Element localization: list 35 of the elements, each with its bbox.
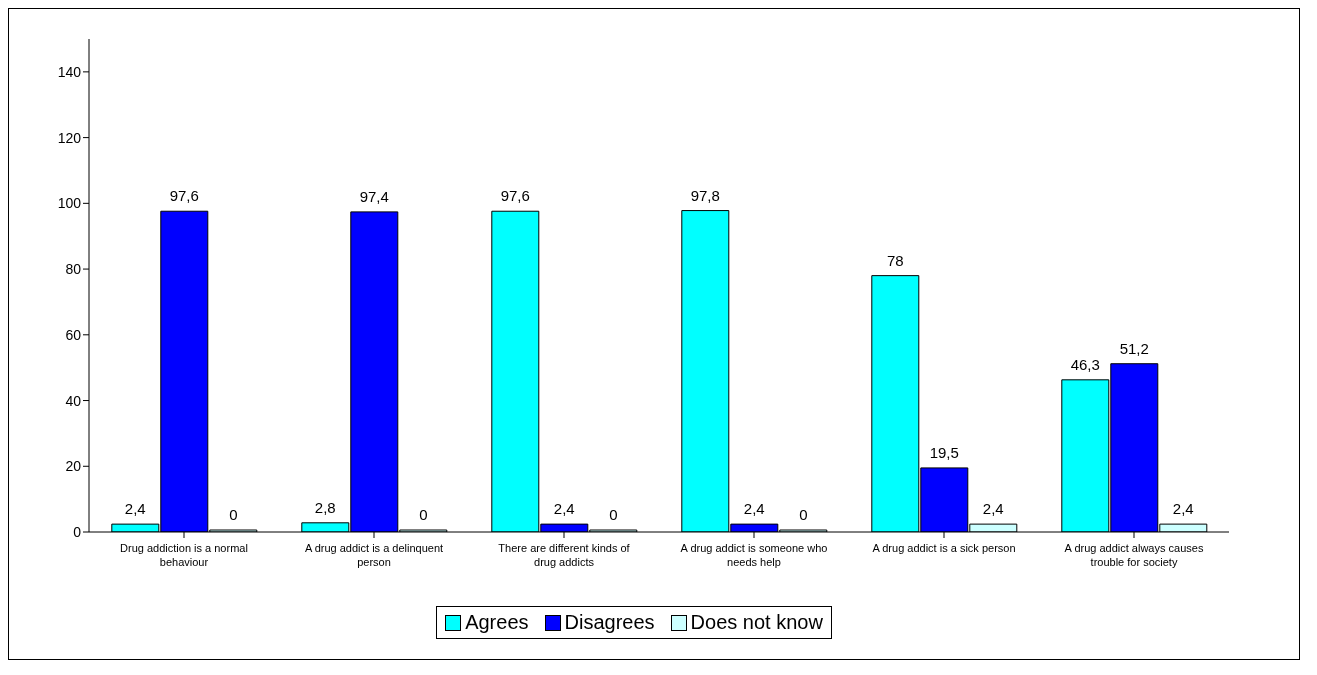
data-label: 97,4 — [359, 187, 389, 205]
y-tick-label: 140 — [57, 63, 82, 80]
data-label: 0 — [419, 506, 428, 523]
legend-label: Agrees — [464, 611, 529, 634]
y-tick-label: 120 — [57, 129, 82, 146]
x-tick-label: A drug addict always causes trouble for society — [1064, 542, 1204, 568]
data-label: 2,4 — [124, 500, 146, 518]
legend-label: Does not know — [689, 611, 823, 634]
y-tick-label: 20 — [65, 458, 82, 475]
x-tick-label: Drug addiction is a normal behaviour — [120, 542, 248, 568]
data-label: 97,6 — [500, 187, 530, 205]
data-label: 2,4 — [743, 500, 765, 518]
data-label: 0 — [609, 506, 618, 523]
x-tick-label: A drug addict is a delinquent person — [304, 542, 444, 568]
y-tick-label: 40 — [65, 392, 82, 409]
y-tick-label: 0 — [73, 523, 82, 540]
legend-label: Disagrees — [563, 611, 655, 634]
data-label: 46,3 — [1070, 355, 1100, 373]
data-label: 51,2 — [1119, 339, 1149, 357]
data-label: 2,8 — [314, 498, 336, 516]
y-tick-label: 80 — [65, 261, 82, 278]
data-label: 0 — [229, 506, 238, 523]
data-label: 0 — [799, 506, 808, 523]
data-label: 97,6 — [169, 187, 199, 205]
data-label: 19,5 — [929, 443, 959, 461]
data-label: 2,4 — [553, 500, 575, 518]
data-label: 2,4 — [1172, 500, 1194, 518]
data-label: 2,4 — [982, 500, 1004, 518]
data-label: 78 — [886, 251, 904, 269]
y-tick-label: 60 — [65, 326, 82, 343]
data-label: 97,8 — [690, 186, 720, 204]
x-tick-label: A drug addict is someone who needs help — [680, 542, 828, 568]
y-tick-label: 100 — [57, 195, 82, 212]
x-tick-label: There are different kinds of drug addicts — [498, 542, 631, 568]
x-tick-label: A drug addict is a sick person — [872, 542, 1016, 554]
